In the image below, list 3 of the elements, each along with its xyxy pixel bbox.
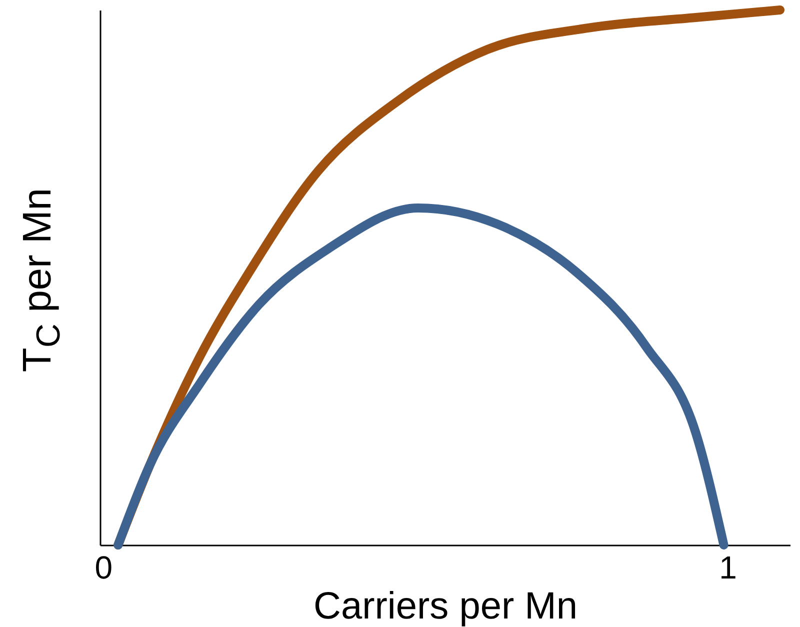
x-tick-label: 0 [94,550,113,586]
x-tick-label: 1 [719,550,737,586]
x-axis-title: Carriers per Mn [314,586,578,627]
